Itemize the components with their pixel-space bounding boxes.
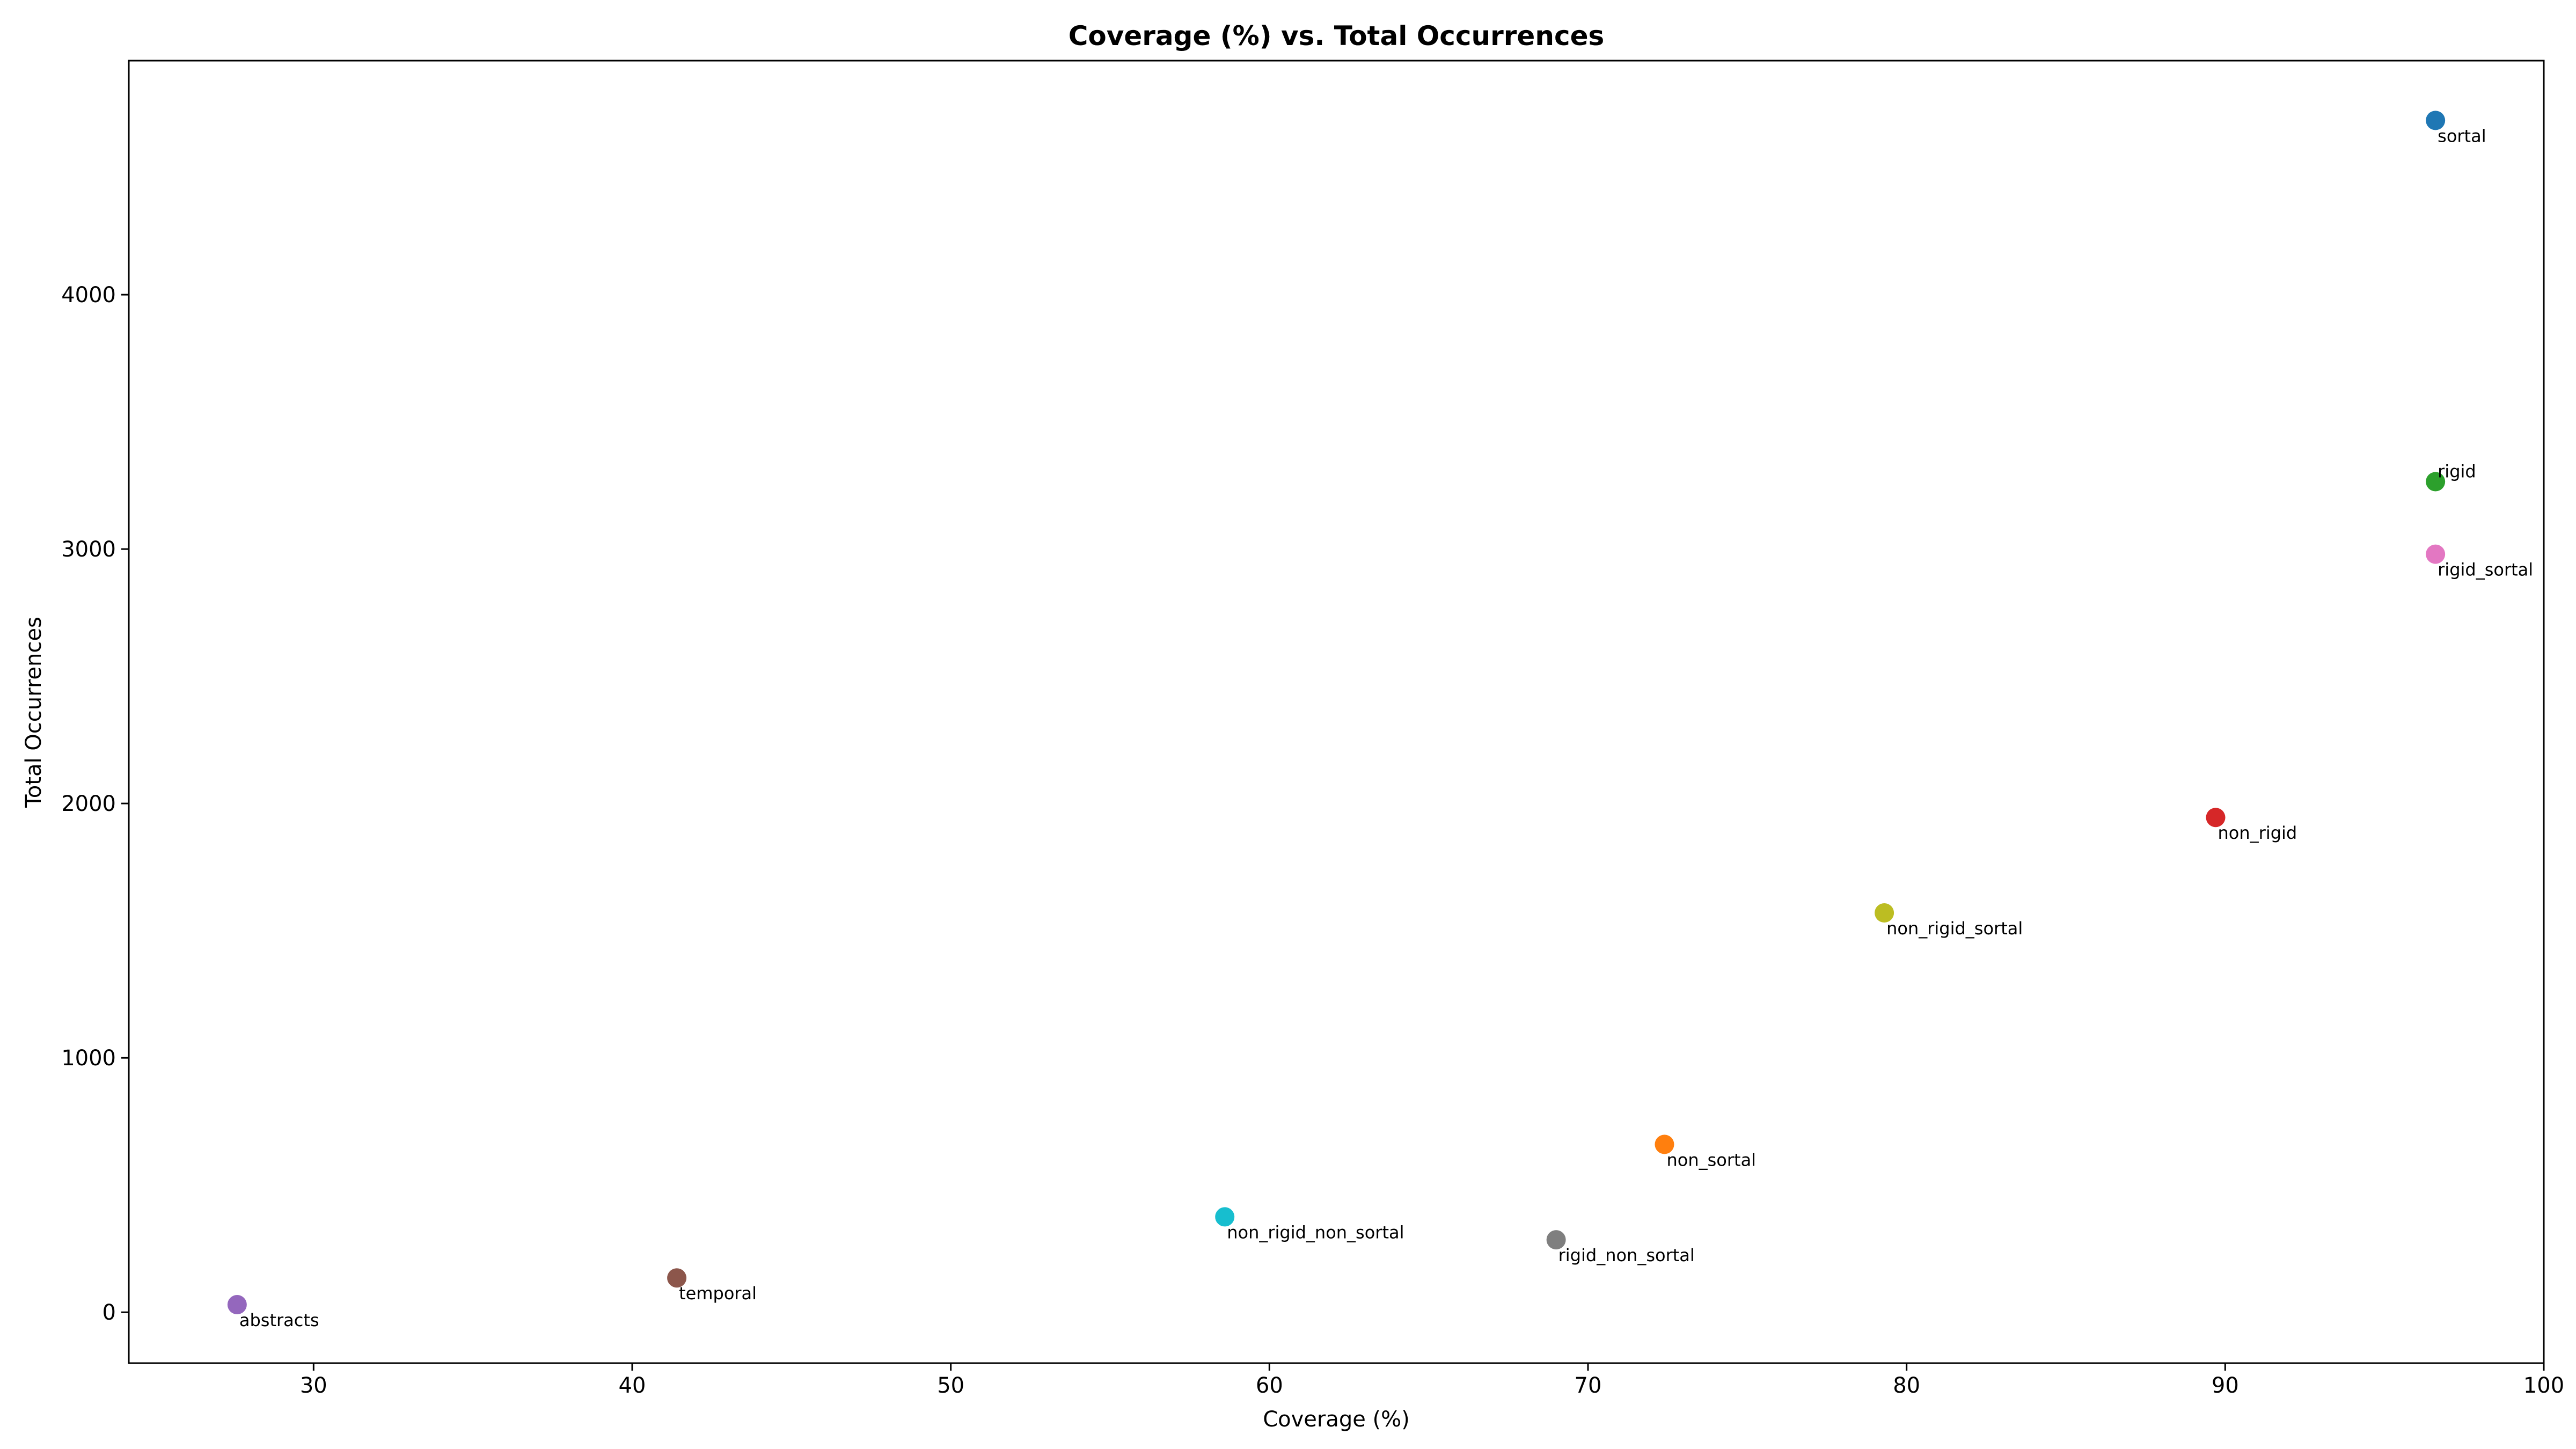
scatter-point (1215, 1207, 1235, 1227)
point-label: abstracts (239, 1310, 319, 1330)
y-axis: 0 1000 2000 3000 4000 (61, 283, 129, 1325)
point-label: temporal (679, 1283, 757, 1304)
scatter-point (2426, 472, 2446, 492)
x-tick-label: 70 (1575, 1373, 1602, 1398)
point-label: non_rigid_sortal (1886, 918, 2023, 939)
y-tick-label: 1000 (61, 1046, 116, 1071)
x-axis-label: Coverage (%) (1263, 1407, 1410, 1432)
scatter-point (1546, 1230, 1566, 1250)
point-label: non_rigid_non_sortal (1227, 1222, 1404, 1242)
x-tick-label: 90 (2212, 1373, 2239, 1398)
point-label: non_sortal (1666, 1150, 1756, 1170)
y-tick-label: 4000 (61, 283, 116, 308)
plot-area (128, 60, 2545, 1364)
scatter-point (2426, 111, 2446, 130)
scatter-point (2426, 544, 2446, 564)
y-tick-label: 3000 (61, 537, 116, 562)
x-tick-label: 60 (1256, 1373, 1283, 1398)
scatter-point (667, 1268, 687, 1288)
point-label: rigid_sortal (2438, 560, 2533, 580)
x-tick-label: 100 (2523, 1373, 2564, 1398)
y-tick-label: 0 (103, 1300, 116, 1325)
y-axis-label: Total Occurrences (21, 617, 46, 808)
y-tick-label: 2000 (61, 792, 116, 816)
data-points (227, 111, 2446, 1314)
scatter-point (1655, 1135, 1674, 1154)
scatter-point (227, 1294, 247, 1314)
scatter-point (1875, 903, 1894, 923)
x-tick-label: 50 (937, 1373, 964, 1398)
chart-title: Coverage (%) vs. Total Occurrences (1069, 20, 1605, 52)
x-tick-label: 40 (619, 1373, 646, 1398)
data-point-labels: sortal non_sortal rigid non_rigid abstracts t… (239, 126, 2533, 1330)
point-label: sortal (2438, 126, 2486, 146)
x-tick-label: 80 (1893, 1373, 1920, 1398)
x-axis: 30 40 50 60 70 80 90 100 (300, 1363, 2564, 1398)
scatter-point (2206, 808, 2226, 828)
point-label: rigid_non_sortal (1558, 1245, 1695, 1265)
point-label: rigid (2438, 462, 2476, 482)
x-tick-label: 30 (300, 1373, 327, 1398)
point-label: non_rigid (2218, 823, 2297, 843)
